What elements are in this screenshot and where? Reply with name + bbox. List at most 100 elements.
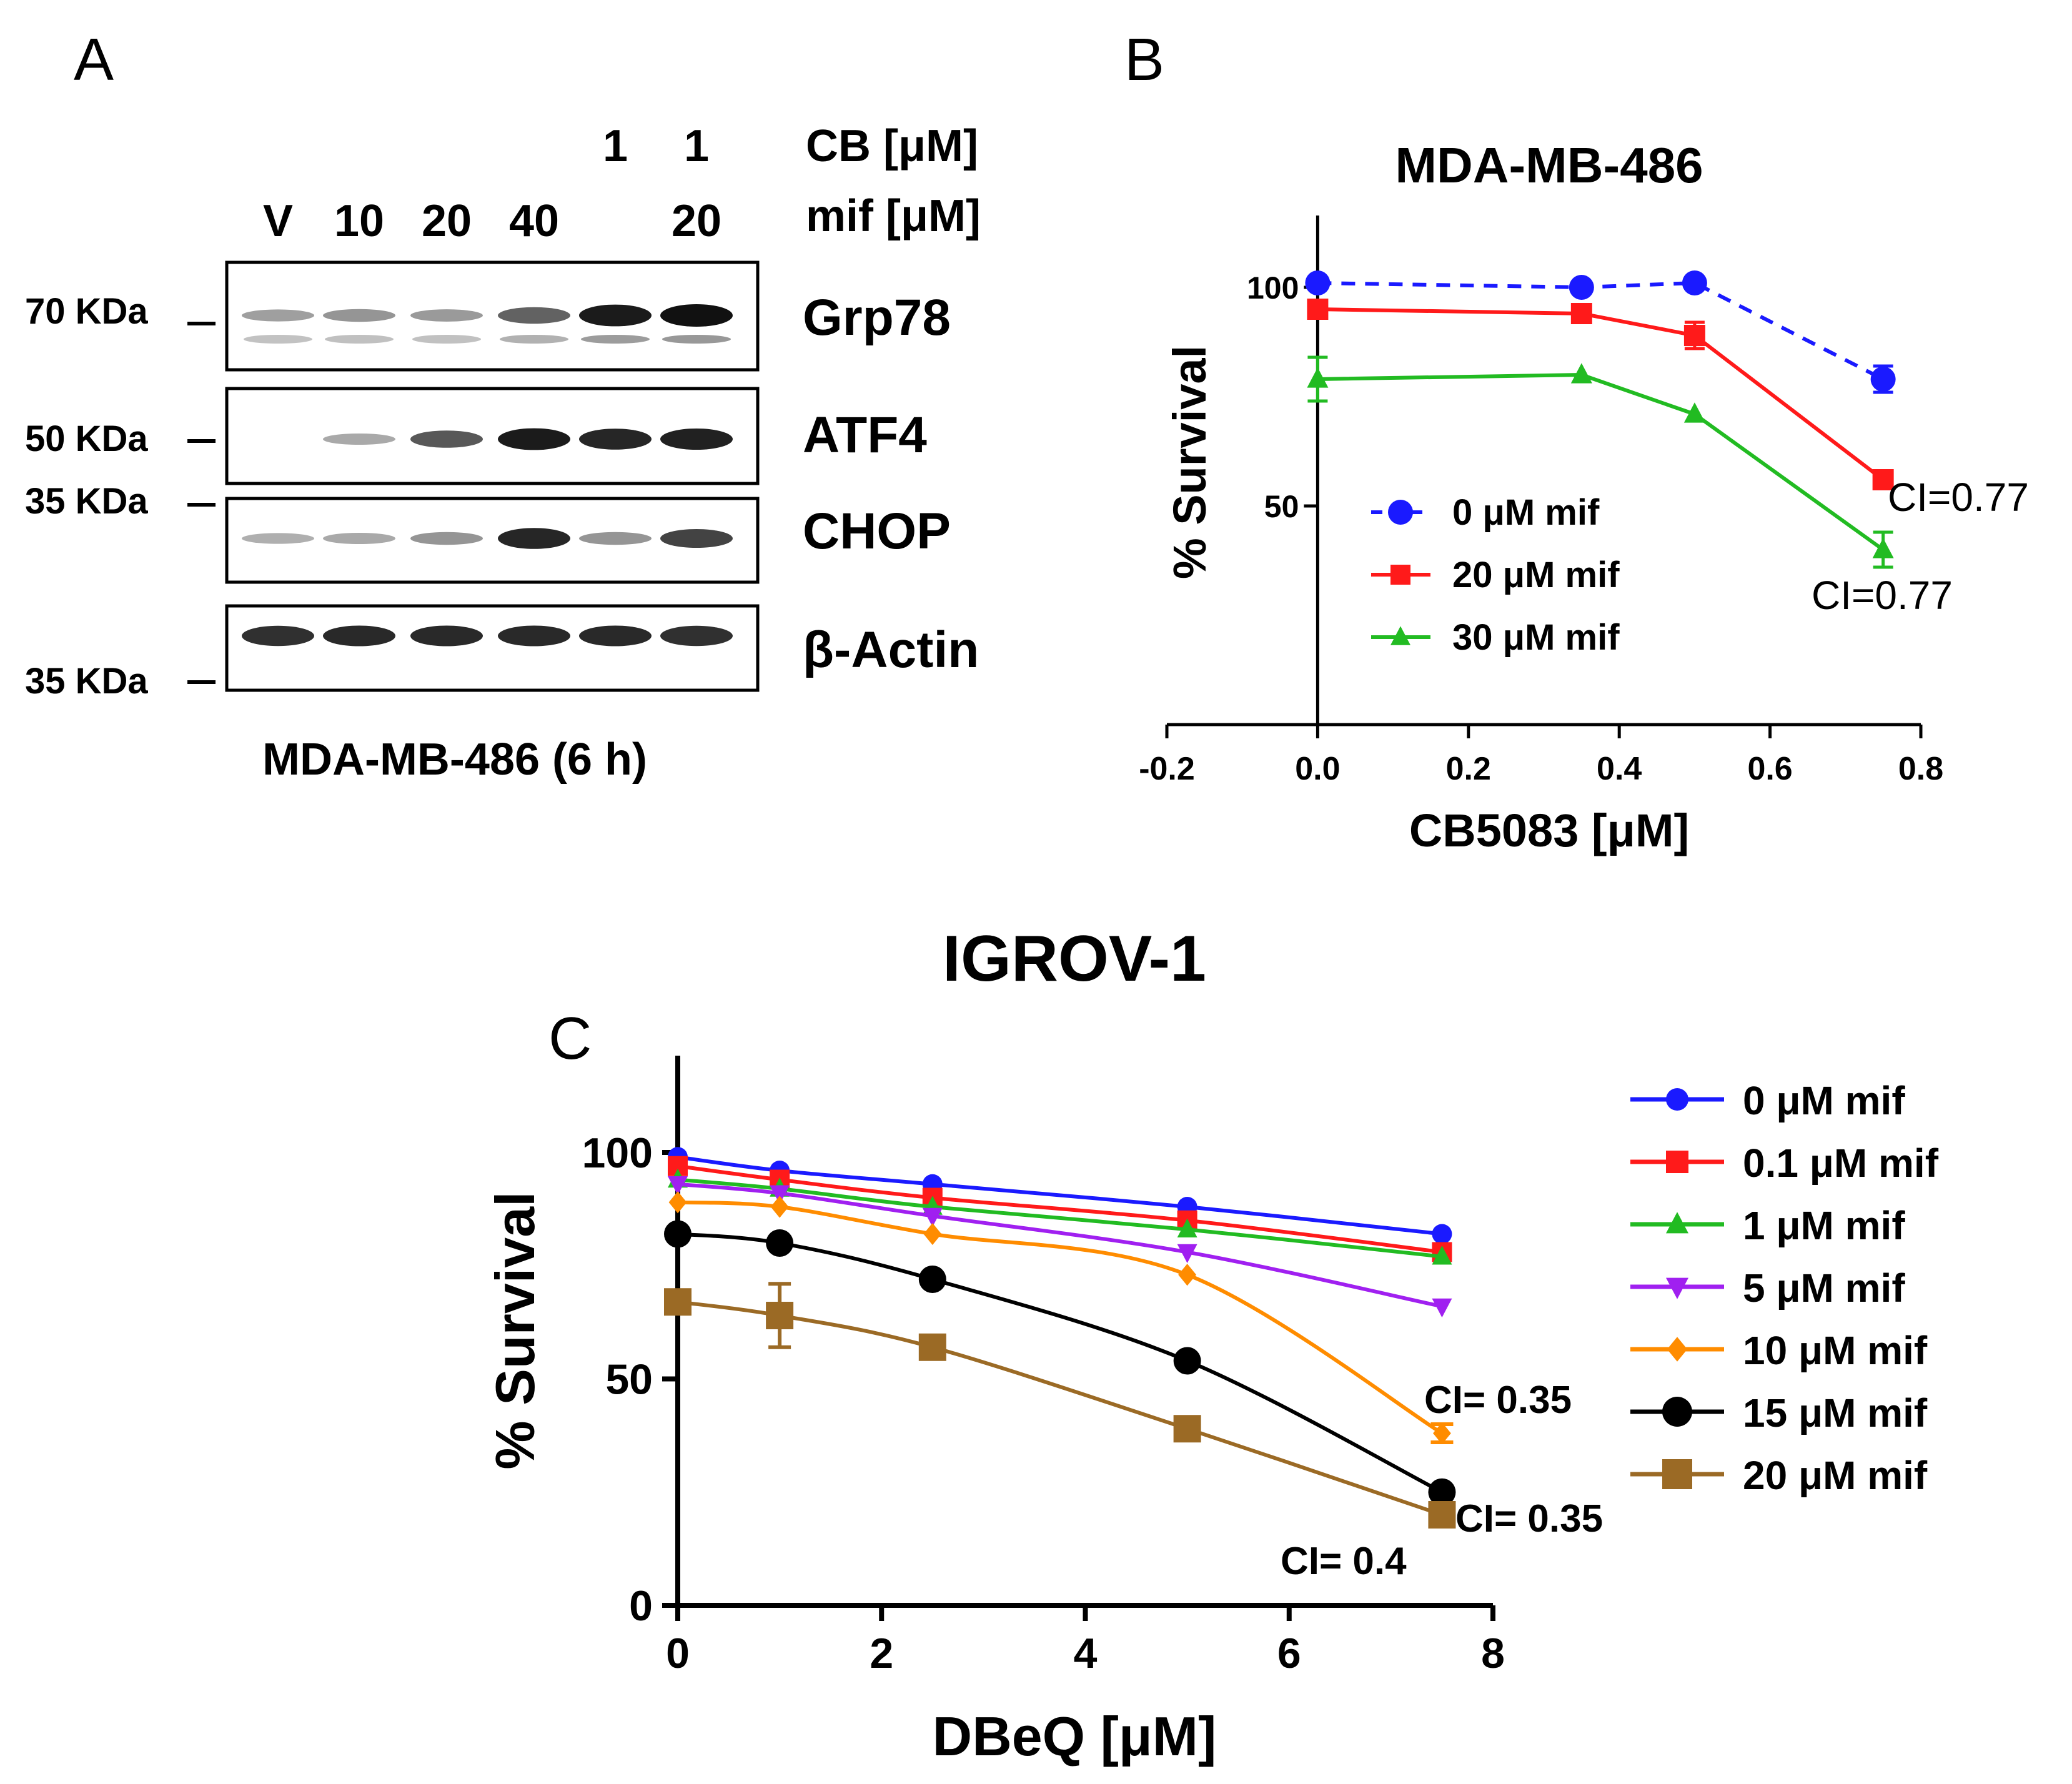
data-point	[1178, 1264, 1197, 1286]
x-tick-label: 0.8	[1898, 751, 1943, 787]
x-tick-label: -0.2	[1139, 751, 1195, 787]
blot-band	[660, 304, 733, 327]
cb-lane-value: 1	[684, 121, 709, 171]
blot-band	[579, 532, 652, 545]
data-point	[1569, 275, 1594, 300]
legend-label: 20 μM mif	[1743, 1453, 1928, 1498]
data-point	[664, 1288, 691, 1316]
series-4: 10 μM mif	[668, 1191, 1928, 1445]
legend-label: 30 μM mif	[1452, 617, 1620, 658]
legend-label: 15 μM mif	[1743, 1390, 1928, 1435]
data-point	[1666, 1088, 1688, 1111]
data-point	[1667, 1337, 1688, 1362]
data-point	[1683, 402, 1705, 423]
mif-lane-value: 40	[509, 196, 559, 246]
data-point	[1872, 538, 1894, 558]
y-tick-label: 50	[1264, 489, 1299, 524]
blot-band	[410, 532, 483, 545]
blot-band	[581, 335, 650, 344]
blot-band	[410, 430, 483, 448]
data-point	[1570, 303, 1592, 324]
ci-annotation: CI=0.77	[1812, 573, 1953, 618]
series-5: 15 μM mif	[664, 1220, 1928, 1506]
x-axis-label: DBeQ [μM]	[933, 1705, 1217, 1767]
blot-band	[412, 335, 481, 344]
blot-band	[410, 625, 483, 647]
data-point	[668, 1191, 687, 1214]
panel-c-letter: C	[548, 1005, 592, 1072]
blot-header: CB [μM] mif [μM] 1 1 V 10 20 40 20	[263, 121, 981, 246]
data-point	[1177, 1218, 1197, 1238]
blot-band	[660, 529, 733, 548]
data-point	[1432, 1224, 1452, 1244]
data-point	[1666, 1277, 1688, 1299]
blot-band	[579, 304, 652, 327]
protein-label: CHOP	[803, 503, 951, 560]
series-6: 20 μM mif	[664, 1282, 1928, 1529]
marker-label: 70 KDa	[25, 291, 148, 332]
y-tick-label: 100	[582, 1129, 653, 1177]
marker-label: 35 KDa	[25, 661, 148, 701]
x-tick-label: 0.0	[1295, 751, 1340, 787]
blot-band	[498, 428, 570, 450]
data-point	[1432, 1246, 1452, 1265]
data-point	[770, 1196, 789, 1218]
y-tick-label: 0	[629, 1582, 653, 1630]
data-point	[1666, 1151, 1688, 1173]
data-point	[1433, 1422, 1451, 1445]
marker-label: 50 KDa	[25, 419, 148, 459]
mif-lane-value: 20	[422, 196, 472, 246]
data-point	[1872, 469, 1894, 490]
mif-lane-value: 10	[334, 196, 384, 246]
blot-band	[660, 625, 733, 647]
blot-band	[325, 335, 394, 344]
data-point	[1682, 270, 1707, 295]
data-point	[766, 1229, 794, 1257]
blot-band	[579, 429, 652, 450]
blot-band	[323, 533, 395, 544]
series-line	[1317, 307, 1885, 482]
blot-strip-actin: 35 KDa β-Actin	[25, 604, 979, 701]
series-0: 0 μM mif	[1305, 270, 1896, 533]
x-tick-label: 8	[1481, 1630, 1505, 1677]
data-point	[922, 1207, 943, 1227]
blot-strip-grp78: 70 KDa Grp78	[25, 260, 951, 372]
blot-band	[662, 335, 731, 344]
x-tick-label: 4	[1074, 1630, 1098, 1677]
protein-label: β-Actin	[803, 622, 979, 678]
blot-strip-atf4: 50 KDa ATF4	[25, 387, 927, 485]
data-point	[1662, 1459, 1692, 1489]
data-point	[766, 1302, 794, 1329]
y-axis-label: % Survival	[484, 1191, 546, 1469]
ci-annotation: CI=0.77	[1888, 475, 2029, 520]
blot-band	[498, 307, 570, 324]
series-3: 5 μM mif	[668, 1176, 1905, 1318]
data-point	[1307, 299, 1329, 320]
data-point	[918, 1333, 946, 1361]
cb-lane-value: 1	[603, 121, 628, 171]
series-line	[677, 1182, 1443, 1309]
y-tick-label: 50	[605, 1356, 653, 1404]
data-point	[1390, 565, 1410, 585]
marker-label: 35 KDa	[25, 481, 148, 522]
y-axis-label: % Survival	[1164, 345, 1216, 579]
data-point	[1432, 1298, 1452, 1318]
data-point	[1683, 325, 1705, 346]
data-point	[770, 1185, 790, 1204]
ci-annotation: CI= 0.35	[1455, 1497, 1603, 1540]
chart-b: MDA-MB-486 -0.2 0.0 0.2 0.4 0.6 0.8 50 100 CB5083…	[1139, 137, 2029, 856]
y-tick-label: 100	[1247, 270, 1299, 305]
legend-label: 0 μM mif	[1743, 1078, 1905, 1123]
data-point	[1570, 363, 1592, 384]
blot-strip-chop: 35 KDa CHOP	[25, 481, 951, 584]
blot-band	[410, 309, 483, 322]
series-line	[1317, 280, 1885, 381]
legend-label: 0.1 μM mif	[1743, 1141, 1939, 1186]
blot-band	[244, 335, 312, 344]
blot-band	[242, 533, 314, 544]
ci-annotation: CI= 0.4	[1281, 1540, 1407, 1583]
data-point	[668, 1176, 688, 1196]
x-tick-label: 0	[666, 1630, 690, 1677]
x-tick-label: 2	[870, 1630, 893, 1677]
blot-band	[242, 309, 314, 322]
